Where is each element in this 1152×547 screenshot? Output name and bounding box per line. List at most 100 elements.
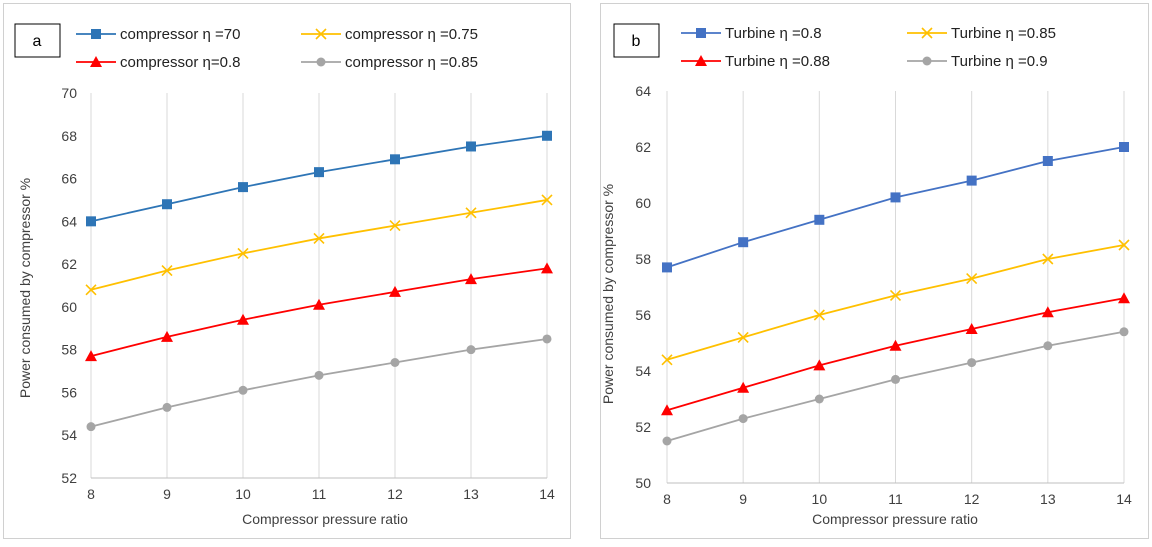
data-point xyxy=(1043,341,1053,351)
legend-marker xyxy=(90,56,102,67)
data-point xyxy=(86,422,96,432)
data-point xyxy=(85,350,97,362)
panel-tag: a xyxy=(33,33,42,50)
series-1 xyxy=(86,130,552,227)
data-point xyxy=(314,167,324,178)
data-point xyxy=(661,404,673,416)
legend-label: compressor η =0.75 xyxy=(345,26,478,43)
legend-entry: Turbine η =0.8 xyxy=(681,25,822,42)
x-tick-label: 12 xyxy=(387,486,403,502)
data-point xyxy=(814,394,824,404)
data-point xyxy=(966,273,978,285)
data-point xyxy=(465,273,477,285)
data-point xyxy=(889,289,902,301)
y-tick-label: 56 xyxy=(61,384,77,400)
y-tick-label: 70 xyxy=(61,85,77,101)
y-tick-label: 62 xyxy=(61,256,77,272)
y-tick-label: 62 xyxy=(635,139,651,155)
data-point xyxy=(814,214,825,225)
legend-label: compressor η=0.8 xyxy=(120,54,240,71)
legend-entry: Turbine η =0.85 xyxy=(907,25,1056,42)
y-axis-title: Power consumed by compressor % xyxy=(600,184,616,404)
series-2 xyxy=(85,194,553,296)
data-point xyxy=(541,262,553,274)
data-point xyxy=(390,154,400,165)
y-tick-label: 52 xyxy=(635,419,651,435)
legend-marker xyxy=(695,55,707,66)
data-point xyxy=(813,309,825,321)
data-point xyxy=(466,141,476,152)
data-point xyxy=(542,130,552,141)
y-tick-label: 60 xyxy=(61,299,77,315)
data-point xyxy=(662,436,672,446)
series-3 xyxy=(85,262,553,362)
chart-panel-a: a Compressor pressure ratio Power consum… xyxy=(3,3,571,539)
legend-entry: compressor η =70 xyxy=(76,26,240,43)
legend-marker xyxy=(315,28,327,40)
legend-label: Turbine η =0.88 xyxy=(725,53,830,70)
data-point xyxy=(466,345,476,355)
data-point xyxy=(238,385,248,395)
x-tick-label: 10 xyxy=(812,491,828,507)
series-3 xyxy=(661,292,1130,416)
x-tick-label: 11 xyxy=(888,491,903,507)
data-point xyxy=(162,199,172,210)
data-point xyxy=(965,323,978,334)
data-point xyxy=(738,414,748,424)
data-point xyxy=(465,207,477,219)
legend-label: Turbine η =0.9 xyxy=(951,53,1048,70)
series-4 xyxy=(662,327,1129,446)
data-point xyxy=(1119,142,1129,152)
data-point xyxy=(737,331,749,343)
y-tick-label: 58 xyxy=(61,342,77,358)
legend-entry: Turbine η =0.88 xyxy=(681,53,830,70)
legend-marker xyxy=(316,57,326,67)
data-point xyxy=(542,334,552,344)
legend-entry: Turbine η =0.9 xyxy=(907,53,1048,70)
y-tick-label: 56 xyxy=(635,307,651,323)
data-point xyxy=(1041,306,1054,318)
data-point xyxy=(737,381,750,393)
y-tick-label: 50 xyxy=(635,475,651,491)
data-point xyxy=(85,284,97,296)
legend-label: Turbine η =0.85 xyxy=(951,25,1056,42)
chart-a-svg: a Compressor pressure ratio Power consum… xyxy=(14,23,555,527)
data-point xyxy=(313,298,325,310)
legend-label: compressor η =0.85 xyxy=(345,54,478,71)
x-tick-label: 9 xyxy=(739,491,747,507)
x-tick-label: 14 xyxy=(1116,491,1132,507)
x-tick-label: 8 xyxy=(87,486,95,502)
y-tick-label: 52 xyxy=(61,470,77,486)
series-1 xyxy=(662,142,1129,273)
x-tick-label: 13 xyxy=(1040,491,1056,507)
data-point xyxy=(738,237,749,248)
x-axis-title: Compressor pressure ratio xyxy=(242,511,408,527)
data-point xyxy=(314,370,324,380)
data-point xyxy=(162,402,172,412)
x-axis-title: Compressor pressure ratio xyxy=(812,511,978,527)
data-point xyxy=(1118,292,1130,304)
data-point xyxy=(237,313,249,325)
data-point xyxy=(161,330,173,342)
legend-entry: compressor η =0.75 xyxy=(301,26,478,43)
legend-entry: compressor η =0.85 xyxy=(301,54,478,71)
gridlines xyxy=(90,93,548,478)
y-tick-label: 66 xyxy=(61,171,77,187)
chart-panel-b: b Compressor pressure ratio Power consum… xyxy=(600,3,1149,539)
panel-tag-box xyxy=(14,23,61,58)
x-tick-label: 8 xyxy=(663,491,671,507)
y-tick-label: 64 xyxy=(61,213,77,229)
data-point xyxy=(889,339,902,351)
y-tick-label: 68 xyxy=(61,128,77,144)
data-point xyxy=(238,182,248,193)
chart-b-svg: b Compressor pressure ratio Power consum… xyxy=(600,23,1132,527)
legend-entry: compressor η=0.8 xyxy=(76,54,240,71)
x-tick-label: 12 xyxy=(964,491,980,507)
data-point xyxy=(389,220,401,232)
x-tick-label: 14 xyxy=(539,486,555,502)
data-point xyxy=(1042,253,1054,265)
legend-marker xyxy=(922,56,932,66)
x-tick-label: 10 xyxy=(235,486,251,502)
y-tick-label: 64 xyxy=(635,83,651,99)
data-point xyxy=(389,285,401,297)
